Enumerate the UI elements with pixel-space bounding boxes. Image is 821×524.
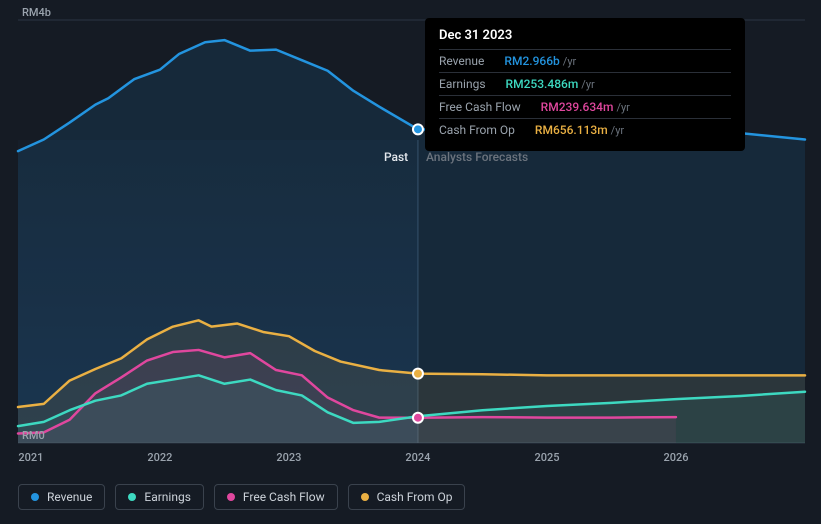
- legend-item-revenue[interactable]: Revenue: [18, 484, 105, 510]
- tooltip-metric-label: Revenue: [439, 54, 484, 68]
- legend-dot-icon: [128, 493, 136, 501]
- tooltip-metric-value: RM239.634m: [541, 100, 614, 114]
- x-axis-label: 2022: [147, 451, 172, 464]
- tooltip-metric-unit: /yr: [613, 101, 629, 114]
- legend-label: Free Cash Flow: [243, 490, 325, 504]
- legend-dot-icon: [31, 493, 39, 501]
- legend-item-cash-from-op[interactable]: Cash From Op: [348, 484, 466, 510]
- x-axis-label: 2024: [405, 451, 430, 464]
- forecast-section-label: Analysts Forecasts: [426, 150, 528, 164]
- y-axis-label: RM4b: [22, 6, 51, 19]
- x-axis-label: 2026: [663, 451, 688, 464]
- legend-dot-icon: [361, 493, 369, 501]
- legend-label: Earnings: [144, 490, 191, 504]
- y-axis-label: RM0: [22, 429, 45, 442]
- legend-item-earnings[interactable]: Earnings: [115, 484, 204, 510]
- tooltip-metric-label: Earnings: [439, 77, 486, 91]
- tooltip-row: Cash From Op RM656.113m/yr: [439, 118, 731, 141]
- x-axis-label: 2021: [18, 451, 43, 464]
- chart-legend: Revenue Earnings Free Cash Flow Cash From O…: [18, 484, 465, 510]
- tooltip-metric-value: RM656.113m: [535, 123, 608, 137]
- legend-label: Revenue: [47, 490, 92, 504]
- tooltip-metric-value: RM2.966b: [504, 54, 559, 68]
- chart-tooltip: Dec 31 2023 Revenue RM2.966b/yr Earnings RM…: [425, 18, 745, 151]
- tooltip-row: Free Cash Flow RM239.634m/yr: [439, 95, 731, 118]
- past-section-label: Past: [384, 150, 408, 164]
- tooltip-metric-label: Cash From Op: [439, 123, 515, 137]
- tooltip-metric-label: Free Cash Flow: [439, 100, 521, 114]
- legend-dot-icon: [227, 493, 235, 501]
- tooltip-row: Earnings RM253.486m/yr: [439, 72, 731, 95]
- tooltip-metric-unit: /yr: [578, 78, 594, 91]
- legend-label: Cash From Op: [377, 490, 453, 504]
- x-axis-label: 2023: [276, 451, 301, 464]
- tooltip-row: Revenue RM2.966b/yr: [439, 49, 731, 72]
- legend-item-free-cash-flow[interactable]: Free Cash Flow: [214, 484, 338, 510]
- tooltip-metric-value: RM253.486m: [506, 77, 579, 91]
- tooltip-metric-unit: /yr: [608, 124, 624, 137]
- forecast-chart: Dec 31 2023 Revenue RM2.966b/yr Earnings RM…: [0, 0, 821, 524]
- x-axis-label: 2025: [534, 451, 559, 464]
- tooltip-date: Dec 31 2023: [439, 28, 731, 49]
- tooltip-metric-unit: /yr: [560, 55, 576, 68]
